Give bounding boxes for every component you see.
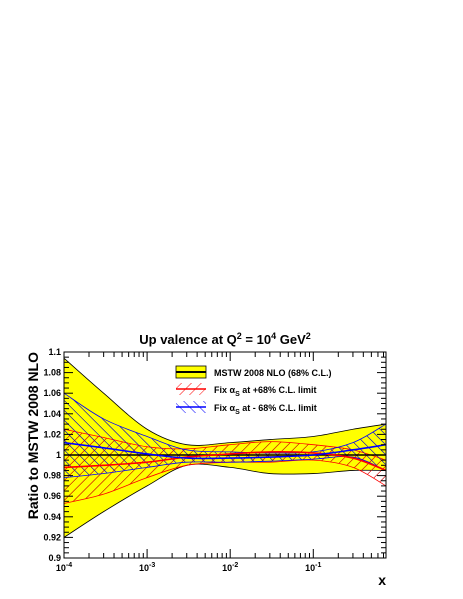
x-tick-label: 10-3 (139, 562, 155, 573)
legend-entry-mstw: MSTW 2008 NLO (68% C.L.) (175, 365, 332, 379)
legend-label-fix-minus: Fix αS at - 68% C.L. limit (214, 403, 317, 416)
y-tick-label: 1.04 (43, 409, 61, 419)
x-axis-label: x (378, 572, 386, 588)
y-tick-label: 1.06 (43, 388, 61, 398)
legend-label-fix-plus: Fix αS at +68% C.L. limit (214, 385, 317, 398)
plot-area (64, 357, 386, 538)
y-tick-label: 0.9 (48, 553, 61, 563)
line-fix-plus-central (64, 451, 386, 472)
legend: MSTW 2008 NLO (68% C.L.) Fix αS at +68% … (175, 365, 332, 416)
line-fix-minus-central (64, 441, 386, 460)
y-tick-label: 1.02 (43, 429, 61, 439)
y-tick-label: 0.94 (43, 512, 61, 522)
y-tick-label: 1.1 (48, 347, 61, 357)
axis-ticks: 0.9 0.92 0.94 0.96 0.98 1 1.02 1.04 1.06 1.08 1.1 1… (43, 347, 386, 573)
chart-title: Up valence at Q2 = 104 GeV2 (139, 331, 311, 347)
legend-entry-fix-minus: Fix αS at - 68% C.L. limit (176, 401, 317, 416)
y-tick-label: 0.96 (43, 491, 61, 501)
y-tick-label: 1 (56, 450, 61, 460)
band-fix-minus (64, 392, 386, 479)
x-tick-label: 10-2 (222, 562, 238, 573)
legend-entry-fix-plus: Fix αS at +68% C.L. limit (176, 383, 317, 398)
y-axis-label: Ratio to MSTW 2008 NLO (25, 352, 41, 519)
x-tick-label: 10-4 (56, 562, 72, 573)
x-tick-label: 10-1 (305, 562, 321, 573)
y-tick-label: 1.08 (43, 368, 61, 378)
y-tick-label: 0.92 (43, 532, 61, 542)
legend-label-mstw: MSTW 2008 NLO (68% C.L.) (214, 368, 332, 378)
y-tick-label: 0.98 (43, 471, 61, 481)
